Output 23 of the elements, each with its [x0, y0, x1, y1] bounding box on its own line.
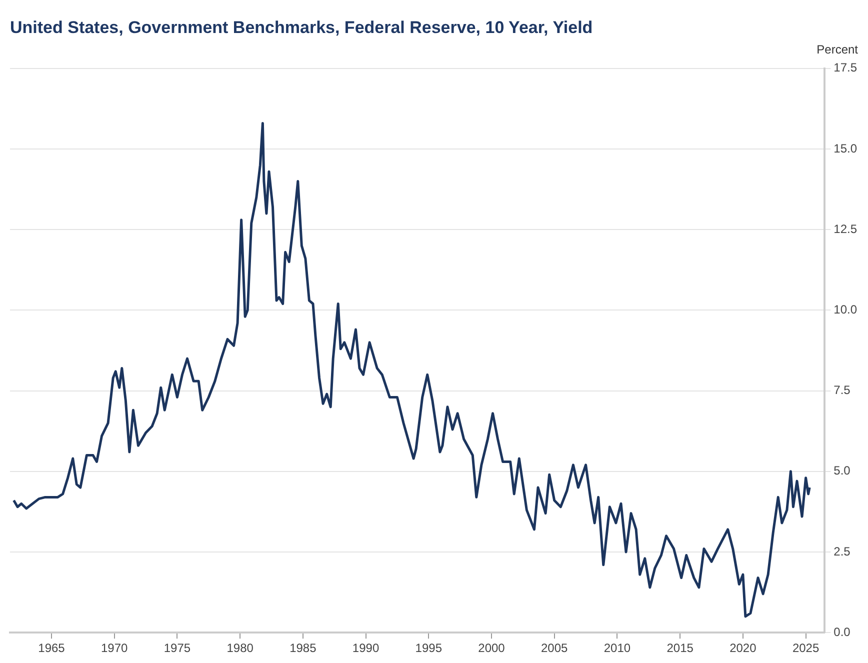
- x-tick-label: 1965: [38, 641, 66, 656]
- x-tick-label: 1985: [290, 641, 317, 656]
- y-tick-label: 0.0: [834, 624, 851, 639]
- x-tick-label: 1975: [164, 641, 191, 656]
- x-tick-label: 2000: [478, 641, 506, 656]
- y-tick-label: 15.0: [834, 141, 858, 156]
- y-tick-label: 7.5: [834, 383, 851, 398]
- x-tick-label: 1990: [352, 641, 380, 656]
- x-tick-label: 2020: [730, 641, 757, 656]
- chart-title: United States, Government Benchmarks, Federal Reserve, 10 Year, Yield: [10, 18, 593, 37]
- y-tick-label: 10.0: [834, 302, 858, 317]
- y-tick-label: 5.0: [834, 464, 851, 478]
- x-tick-label: 2010: [604, 641, 631, 656]
- y-tick-label: 12.5: [834, 222, 858, 236]
- y-tick-label: 17.5: [834, 60, 858, 75]
- x-tick-label: 2015: [666, 641, 694, 656]
- x-tick-label: 2025: [792, 641, 820, 656]
- x-tick-label: 1980: [226, 641, 254, 656]
- y-axis-title: Percent: [816, 42, 859, 57]
- y-tick-label: 2.5: [834, 544, 851, 558]
- x-tick-label: 2005: [541, 641, 568, 656]
- x-tick-label: 1995: [415, 641, 442, 656]
- x-tick-label: 1970: [100, 641, 128, 656]
